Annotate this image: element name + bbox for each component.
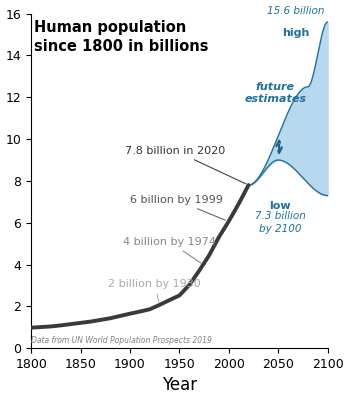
Text: low: low bbox=[269, 201, 291, 211]
Text: high: high bbox=[282, 28, 310, 38]
Text: Data from UN World Population Prospects 2019: Data from UN World Population Prospects … bbox=[31, 336, 212, 345]
Text: 7.8 billion in 2020: 7.8 billion in 2020 bbox=[125, 146, 246, 184]
Text: future
estimates: future estimates bbox=[244, 82, 306, 104]
Text: 4 billion by 1974: 4 billion by 1974 bbox=[123, 237, 216, 263]
Text: 2 billion by 1930: 2 billion by 1930 bbox=[108, 278, 201, 302]
Text: 7.3 billion
by 2100: 7.3 billion by 2100 bbox=[255, 211, 306, 234]
X-axis label: Year: Year bbox=[162, 376, 197, 394]
Text: Human population
since 1800 in billions: Human population since 1800 in billions bbox=[34, 20, 209, 54]
Text: 15.6 billion: 15.6 billion bbox=[267, 6, 325, 16]
Text: 6 billion by 1999: 6 billion by 1999 bbox=[130, 195, 225, 220]
